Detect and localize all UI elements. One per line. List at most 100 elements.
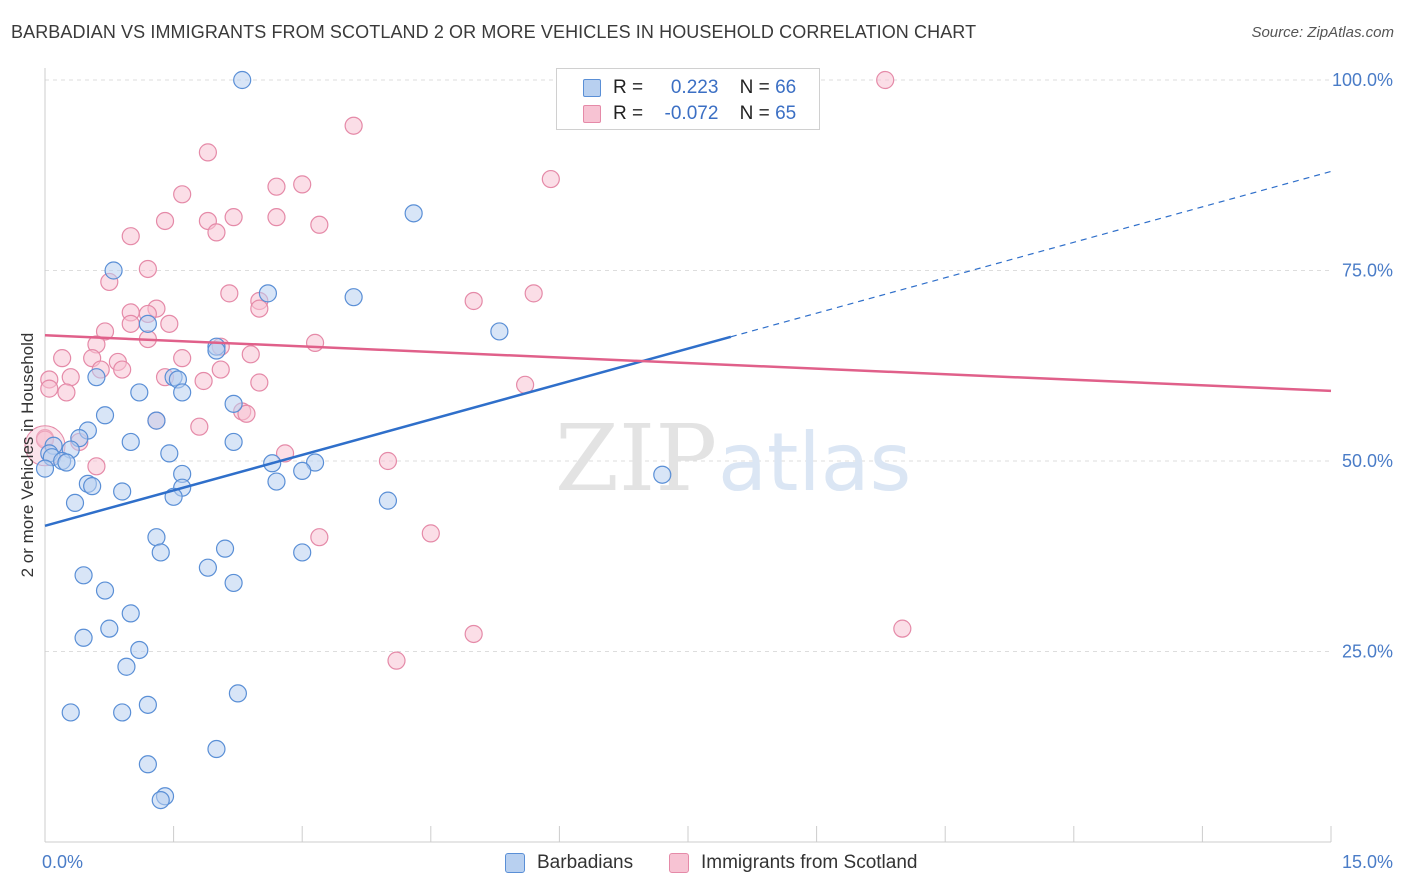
- data-point-barbadians: [653, 465, 672, 484]
- data-point-barbadians: [344, 288, 363, 307]
- data-point-barbadians: [198, 558, 217, 577]
- data-point-scotland: [237, 404, 256, 423]
- data-point-barbadians: [113, 482, 132, 501]
- data-point-barbadians: [95, 581, 115, 600]
- data-point-barbadians: [228, 684, 247, 703]
- data-point-scotland: [87, 457, 106, 476]
- data-point-scotland: [250, 299, 269, 318]
- legend-swatch-blue: [505, 853, 525, 873]
- data-point-scotland: [310, 215, 329, 234]
- y-tick-label: 50.0%: [1342, 451, 1393, 471]
- data-point-scotland: [113, 360, 132, 379]
- trend-line-barbadians-projection: [730, 170, 1332, 338]
- data-point-barbadians: [95, 406, 115, 425]
- data-point-scotland: [421, 524, 440, 543]
- data-point-scotland: [57, 383, 76, 402]
- legend-label-barbadians: Barbadians: [537, 852, 634, 873]
- y-tick-label: 100.0%: [1332, 70, 1393, 90]
- data-point-barbadians: [293, 543, 312, 562]
- data-point-scotland: [40, 379, 59, 398]
- data-point-barbadians: [138, 314, 157, 333]
- data-point-scotland: [160, 314, 179, 333]
- zipatlas-watermark: ZIP atlas: [555, 405, 911, 512]
- data-point-scotland: [893, 619, 912, 638]
- data-point-barbadians: [147, 411, 166, 430]
- data-point-barbadians: [160, 444, 179, 463]
- data-point-scotland: [95, 322, 115, 341]
- data-point-scotland: [138, 259, 157, 279]
- data-point-barbadians: [151, 790, 170, 810]
- data-point-barbadians: [74, 566, 93, 585]
- data-point-barbadians: [147, 528, 166, 547]
- data-point-barbadians: [233, 70, 252, 90]
- data-point-barbadians: [267, 472, 286, 491]
- data-point-scotland: [310, 528, 329, 547]
- data-point-scotland: [876, 70, 895, 90]
- data-point-barbadians: [258, 284, 278, 303]
- x-tick-label: 0.0%: [42, 852, 83, 872]
- data-point-scotland: [53, 349, 72, 368]
- legend-swatch-pink: [669, 853, 689, 873]
- data-point-barbadians: [224, 573, 243, 593]
- data-point-barbadians: [121, 432, 140, 452]
- data-point-barbadians: [121, 604, 140, 623]
- data-point-scotland: [198, 143, 217, 162]
- legend-r-label: R =: [613, 77, 644, 98]
- data-point-barbadians: [305, 453, 325, 472]
- data-point-scotland: [344, 116, 363, 135]
- data-point-barbadians: [130, 640, 149, 660]
- watermark-atlas: atlas: [718, 416, 911, 509]
- data-point-barbadians: [35, 459, 55, 478]
- data-point-barbadians: [151, 543, 170, 562]
- series-immigrants-from-scotland: [24, 70, 912, 670]
- data-point-scotland: [267, 208, 286, 227]
- data-point-scotland: [173, 185, 192, 204]
- data-point-barbadians: [74, 628, 93, 647]
- data-point-scotland: [211, 360, 230, 379]
- data-point-scotland: [293, 175, 312, 194]
- data-point-scotland: [464, 291, 483, 311]
- data-point-scotland: [173, 349, 192, 368]
- data-point-barbadians: [207, 739, 226, 759]
- data-point-barbadians: [100, 619, 119, 638]
- data-point-scotland: [267, 177, 286, 196]
- data-point-scotland: [305, 333, 325, 352]
- data-point-barbadians: [104, 261, 123, 280]
- data-point-barbadians: [224, 394, 243, 413]
- legend-label-scotland: Immigrants from Scotland: [701, 852, 918, 873]
- data-point-barbadians: [173, 383, 192, 402]
- x-tick-label: 15.0%: [1342, 852, 1393, 872]
- data-point-scotland: [190, 417, 209, 436]
- legend-swatch-blue: [583, 79, 601, 97]
- legend-n-label: N =: [739, 103, 770, 124]
- data-point-barbadians: [65, 493, 85, 513]
- y-axis-title: 2 or more Vehicles in Household: [18, 333, 37, 578]
- series-legend: Barbadians Immigrants from Scotland: [0, 852, 1406, 878]
- data-point-barbadians: [293, 461, 312, 481]
- y-tick-label: 25.0%: [1342, 642, 1393, 662]
- legend-n-value: 66: [775, 77, 797, 98]
- data-point-scotland: [541, 169, 560, 189]
- data-point-scotland: [387, 651, 406, 670]
- series-barbadians: [35, 70, 672, 810]
- legend-n-value: 65: [775, 103, 797, 124]
- data-point-barbadians: [138, 755, 157, 774]
- data-point-barbadians: [87, 368, 106, 387]
- y-tick-label: 75.0%: [1342, 261, 1393, 281]
- data-point-scotland: [121, 227, 140, 246]
- trend-line-barbadians: [44, 335, 732, 527]
- gridlines: [45, 79, 1331, 652]
- data-point-scotland: [464, 624, 483, 644]
- data-point-barbadians: [404, 204, 423, 223]
- data-point-scotland: [250, 373, 269, 392]
- data-point-barbadians: [378, 491, 398, 510]
- legend-swatch-pink: [583, 105, 601, 123]
- trend-lines: [44, 170, 1332, 527]
- watermark-zip: ZIP: [555, 405, 717, 512]
- data-point-barbadians: [83, 477, 102, 496]
- data-point-scotland: [524, 284, 543, 303]
- legend-r-value: -0.072: [664, 103, 719, 124]
- data-point-scotland: [121, 314, 140, 333]
- axis-labels: 25.0% 50.0% 75.0% 100.0% 0.0% 15.0% 2 or more …: [18, 70, 1393, 872]
